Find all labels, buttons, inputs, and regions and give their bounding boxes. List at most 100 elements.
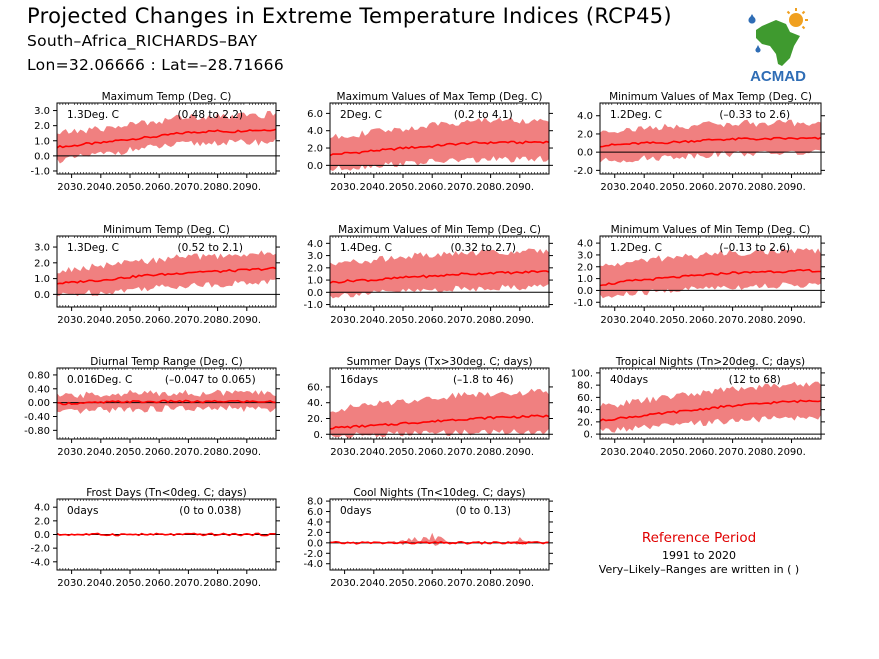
chart-panel: 2030. 2040. 2050. 2060. 2070. 2080. 2090. 6.0 4.… — [307, 91, 553, 193]
x-tick-label: 2060. — [689, 447, 718, 458]
y-tick-label: 40. — [307, 398, 323, 409]
change-value-label: 1.3Deg. C — [67, 242, 119, 254]
x-tick-label: 2040. — [359, 447, 388, 458]
x-tick-label: 2040. — [630, 315, 659, 326]
y-tick-label: 1.0 — [307, 276, 323, 287]
y-tick-label: 60. — [577, 393, 593, 404]
plot-frame — [599, 235, 822, 308]
x-tick-label: 2090. — [777, 447, 806, 458]
y-tick-label: 6.0 — [307, 507, 323, 518]
range-band — [57, 110, 276, 164]
y-tick-label: -2.0 — [573, 166, 593, 177]
y-tick-label: 0.80 — [28, 370, 50, 381]
x-tick-label: 2050. — [389, 182, 418, 193]
plot-frame — [599, 367, 822, 440]
y-tick-label: 40. — [577, 405, 593, 416]
range-band — [600, 119, 821, 163]
x-tick-label: 2080. — [476, 578, 505, 589]
y-tick-label: 1.0 — [34, 136, 50, 147]
y-tick-label: -1.0 — [30, 166, 50, 177]
median-line — [329, 414, 550, 430]
y-tick-label: -1.0 — [303, 300, 323, 311]
range-band — [600, 381, 821, 433]
x-tick-label: 2080. — [476, 447, 505, 458]
chart-panel: 2030. 2040. 2050. 2060. 2070. 2080. 2090. 4.0 2.… — [30, 487, 280, 589]
x-tick-label: 2030. — [330, 447, 359, 458]
x-tick-label: 2070. — [174, 182, 203, 193]
plot-frame — [56, 367, 277, 440]
x-tick-label: 2030. — [600, 182, 629, 193]
y-tick-label: -4.0 — [30, 557, 50, 568]
y-tick-label: 3.0 — [34, 106, 50, 117]
y-tick-label: 20. — [307, 414, 323, 425]
reference-period-note: Very–Likely–Ranges are written in ( ) — [598, 563, 800, 576]
median-line — [329, 270, 550, 284]
x-tick-label: 2030. — [57, 578, 86, 589]
x-tick-label: 2050. — [659, 182, 688, 193]
x-tick-label: 2040. — [86, 447, 115, 458]
change-value-label: 2Deg. C — [340, 109, 382, 121]
y-tick-label: 0. — [583, 430, 593, 441]
y-tick-label: -2.0 — [303, 549, 323, 560]
change-value-label: 0.016Deg. C — [67, 374, 132, 386]
x-tick-label: 2030. — [600, 447, 629, 458]
chart-title: Summer Days (Tx>30deg. C; days) — [347, 356, 533, 368]
y-tick-label: 3.0 — [34, 243, 50, 254]
x-tick-label: 2040. — [630, 447, 659, 458]
chart-title: Maximum Values of Max Temp (Deg. C) — [337, 91, 543, 103]
chart-title: Cool Nights (Tn<10deg. C; days) — [353, 487, 525, 499]
y-tick-label: 0.0 — [34, 151, 50, 162]
x-tick-label: 2080. — [476, 315, 505, 326]
x-tick-label: 2080. — [203, 578, 232, 589]
x-tick-label: 2060. — [689, 315, 718, 326]
y-tick-label: 0.40 — [28, 384, 50, 395]
x-tick-label: 2080. — [748, 315, 777, 326]
median-line — [56, 399, 277, 406]
chart-panel: 2030. 2040. 2050. 2060. 2070. 2080. 2090. 0.80 0… — [24, 356, 280, 458]
chart-title: Minimum Values of Max Temp (Deg. C) — [609, 91, 812, 103]
y-tick-label: 2.0 — [34, 121, 50, 132]
chart-panel: 2030. 2040. 2050. 2060. 2070. 2080. 2090. 4.03.… — [573, 224, 825, 326]
x-tick-label: 2040. — [86, 182, 115, 193]
change-value-label: 1.2Deg. C — [610, 109, 662, 121]
x-tick-label: 2050. — [389, 447, 418, 458]
y-tick-label: 2.0 — [307, 263, 323, 274]
chart-title: Minimum Temp (Deg. C) — [103, 224, 230, 236]
likely-range-label: (–0.33 to 2.6) — [719, 109, 790, 121]
median-line — [599, 399, 822, 422]
y-tick-label: 80. — [577, 381, 593, 392]
range-band — [330, 388, 549, 439]
change-value-label: 16days — [340, 374, 378, 386]
y-tick-label: 0.0 — [577, 148, 593, 159]
chart-panel: 2030. 2040. 2050. 2060. 2070. 2080. 2090. 3.0 2.… — [30, 91, 280, 193]
x-tick-label: 2060. — [689, 182, 718, 193]
reference-period-title: Reference Period — [641, 530, 757, 546]
median-line — [329, 140, 550, 157]
x-tick-label: 2060. — [418, 315, 447, 326]
x-tick-label: 2080. — [476, 182, 505, 193]
logo-text: ACMAD — [750, 68, 806, 85]
chart-panel: 2030. 2040. 2050. 2060. 2070. 2080. 2090. 8.06.… — [303, 487, 553, 589]
reference-period-years: 1991 to 2020 — [661, 549, 737, 562]
y-tick-label: 4.0 — [577, 111, 593, 122]
y-tick-label: 3.0 — [577, 250, 593, 261]
x-tick-label: 2090. — [232, 447, 261, 458]
chart-panel: 2030. 2040. 2050. 2060. 2070. 2080. 2090. 3.0 2.… — [34, 224, 280, 326]
y-tick-label: 0. — [313, 430, 323, 441]
likely-range-label: (0 to 0.13) — [456, 505, 511, 517]
likely-range-label: (–0.047 to 0.065) — [165, 374, 256, 386]
x-tick-label: 2060. — [145, 578, 174, 589]
x-tick-label: 2030. — [330, 315, 359, 326]
median-line — [56, 128, 277, 149]
y-tick-label: -1.0 — [573, 298, 593, 309]
station-coordinates: Lon=32.06666 : Lat=–28.71666 — [27, 56, 284, 74]
range-band — [330, 117, 549, 171]
median-line — [56, 266, 277, 285]
y-tick-label: -2.0 — [30, 544, 50, 555]
x-tick-label: 2090. — [232, 182, 261, 193]
x-tick-label: 2060. — [418, 578, 447, 589]
change-value-label: 0days — [67, 505, 98, 517]
chart-title: Maximum Temp (Deg. C) — [102, 91, 232, 103]
chart-title: Diurnal Temp Range (Deg. C) — [90, 356, 242, 368]
